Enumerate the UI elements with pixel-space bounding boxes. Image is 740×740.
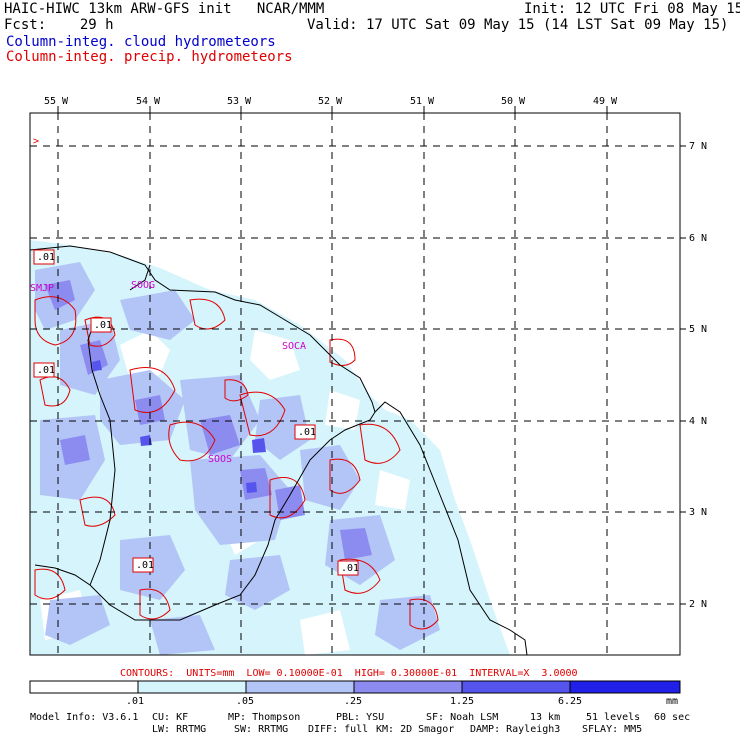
lat-label: 7 N (689, 141, 708, 152)
contour-label: .01 (94, 320, 113, 331)
colorbar-tick: .01 (126, 696, 145, 707)
header-init: Init: 12 UTC Fri 08 May 15 (524, 1, 740, 17)
header-valid: Valid: 17 UTC Sat 09 May 15 (14 LST Sat … (307, 17, 729, 33)
lon-label: 54 W (136, 96, 161, 107)
field-precip-label: Column-integ. precip. hydrometeors (6, 49, 293, 65)
footer-item: MP: Thompson (228, 712, 301, 723)
lon-label: 55 W (44, 96, 69, 107)
contour-label: .01 (136, 560, 155, 571)
contour-label: .01 (298, 427, 317, 438)
lon-label: 51 W (410, 96, 435, 107)
colorbar-tick: .05 (236, 696, 255, 707)
footer-item: SF: Noah LSM (426, 712, 499, 723)
station-label: SOOS (208, 454, 233, 465)
lat-label: 4 N (689, 416, 708, 427)
footer-item: 13 km (530, 712, 561, 723)
colorbar-tick: 6.25 (558, 696, 583, 707)
footer-item: PBL: YSU (336, 712, 385, 723)
lat-label: 6 N (689, 233, 708, 244)
footer-item: 60 sec (654, 712, 691, 723)
footer-item: DIFF: full (308, 724, 369, 735)
lon-label: 50 W (501, 96, 526, 107)
colorbar (29, 680, 681, 694)
footer-item: CU: KF (152, 712, 189, 723)
lat-label: 3 N (689, 507, 708, 518)
contour-label: .01 (37, 365, 56, 376)
arrow-marker-icon: > (33, 136, 39, 147)
footer-item: DAMP: Rayleigh3 (470, 724, 561, 735)
footer-item: SFLAY: MM5 (582, 724, 643, 735)
station-label: SMJP (30, 283, 55, 294)
lon-label: 52 W (318, 96, 343, 107)
footer-item: KM: 2D Smagor (376, 724, 455, 735)
station-label: SOOG (131, 280, 156, 291)
latlon-grid (30, 113, 680, 655)
frame-ticks (57, 106, 686, 605)
lon-label: 49 W (593, 96, 618, 107)
lat-label: 5 N (689, 324, 708, 335)
header-title: HAIC-HIWC 13km ARW-GFS init NCAR/MMM (4, 1, 325, 17)
footer-item: 51 levels (586, 712, 641, 723)
lat-label: 2 N (689, 599, 708, 610)
contour-info: CONTOURS: UNITS=mm LOW= 0.10000E-01 HIGH… (120, 668, 578, 679)
footer-item: SW: RRTMG (234, 724, 289, 735)
colorbar-tick: 1.25 (450, 696, 475, 707)
header-fcst: Fcst: 29 h (4, 17, 114, 33)
contour-label-boxes (33, 249, 359, 576)
contour-label: .01 (341, 563, 360, 574)
contour-label: .01 (37, 252, 56, 263)
lon-label: 53 W (227, 96, 252, 107)
station-label: SOCA (282, 341, 307, 352)
colorbar-units: mm (666, 696, 679, 707)
footer-item: Model Info: V3.6.1 (30, 712, 139, 723)
colorbar-tick: .25 (344, 696, 363, 707)
footer-item: LW: RRTMG (152, 724, 207, 735)
map-frame (29, 112, 681, 656)
field-cloud-label: Column-integ. cloud hydrometeors (6, 34, 276, 50)
